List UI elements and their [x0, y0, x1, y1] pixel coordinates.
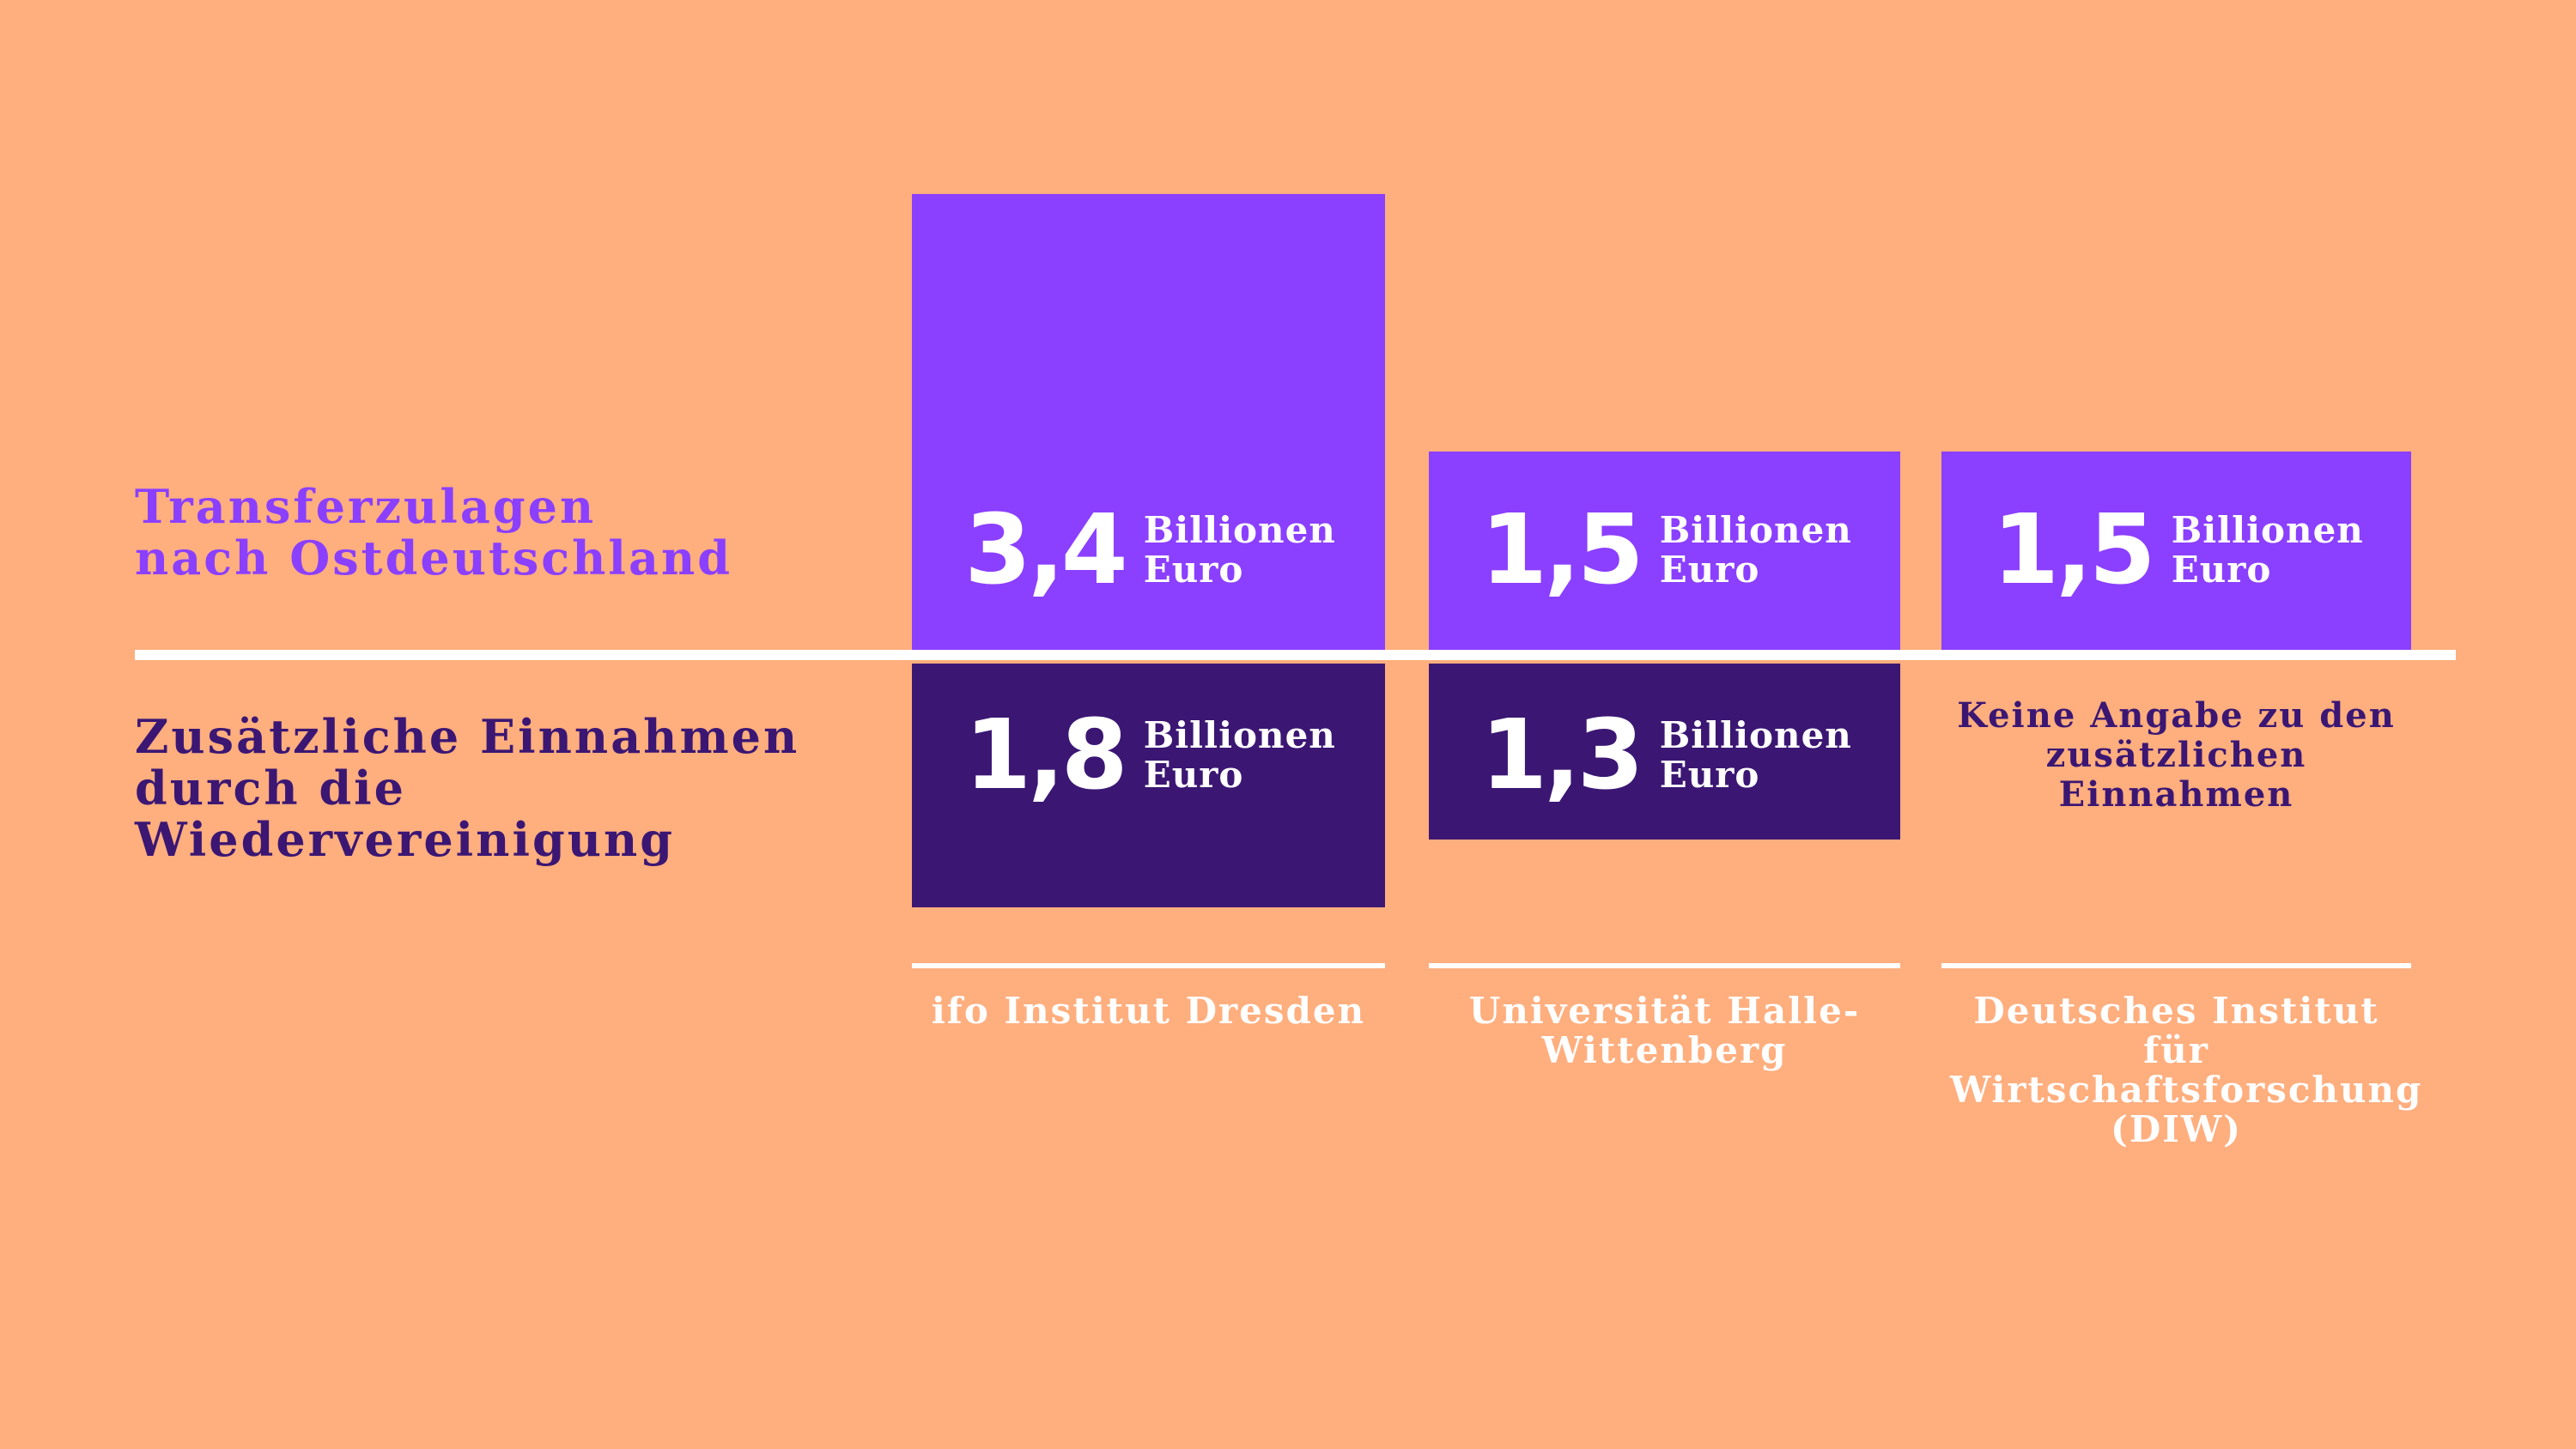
- category-underline: [1429, 963, 1900, 968]
- value-unit: Billionen Euro: [1143, 509, 1336, 591]
- value-label: 3,4 Billionen Euro: [964, 494, 1336, 606]
- bar-income: [912, 664, 1385, 908]
- unit-line: Euro: [1143, 754, 1244, 796]
- value-number: 1,5: [1480, 494, 1643, 606]
- value-unit: Billionen Euro: [1659, 714, 1852, 796]
- category-label: ifo Institut Dresden: [931, 990, 1366, 1032]
- baseline: [135, 650, 2456, 660]
- no-data-note: Keine Angabe zu den zusätzlichen Einnahm…: [1957, 695, 2396, 815]
- value-label: 1,5 Billionen Euro: [1992, 494, 2364, 606]
- legend-transfer: Transferzulagen nach Ostdeutschland: [135, 479, 732, 585]
- unit-line: Billionen: [1143, 509, 1336, 551]
- bar-transfer: [1429, 452, 1900, 655]
- value-unit: Billionen Euro: [1143, 714, 1336, 796]
- bar-income: [1429, 664, 1900, 840]
- value-unit: Billionen Euro: [1659, 509, 1852, 591]
- value-unit: Billionen Euro: [2171, 509, 2364, 591]
- unit-line: Billionen: [1143, 714, 1336, 756]
- value-label: 1,8 Billionen Euro: [964, 700, 1336, 811]
- category-label: Universität Halle-Wittenberg: [1468, 990, 1861, 1071]
- unit-line: Euro: [1659, 754, 1760, 796]
- unit-line: Billionen: [2171, 509, 2364, 551]
- unit-line: Euro: [2171, 549, 2272, 591]
- unit-line: Euro: [1143, 549, 1244, 591]
- value-number: 1,5: [1992, 494, 2155, 606]
- bar-transfer: [1941, 452, 2411, 655]
- value-label: 1,3 Billionen Euro: [1480, 700, 1852, 811]
- legend-income: Zusätzliche Einnahmen durch die Wiederve…: [135, 709, 800, 867]
- unit-line: Euro: [1659, 549, 1760, 591]
- unit-line: Billionen: [1659, 509, 1852, 551]
- category-underline: [912, 963, 1385, 968]
- value-number: 3,4: [964, 494, 1127, 606]
- value-number: 1,3: [1480, 700, 1643, 811]
- value-label: 1,5 Billionen Euro: [1480, 494, 1852, 606]
- category-underline: [1941, 963, 2411, 968]
- bar-transfer: [912, 193, 1385, 655]
- unit-line: Billionen: [1659, 714, 1852, 756]
- value-number: 1,8: [964, 700, 1127, 811]
- category-label: Deutsches Institut für Wirtschaftsforsch…: [1950, 990, 2423, 1150]
